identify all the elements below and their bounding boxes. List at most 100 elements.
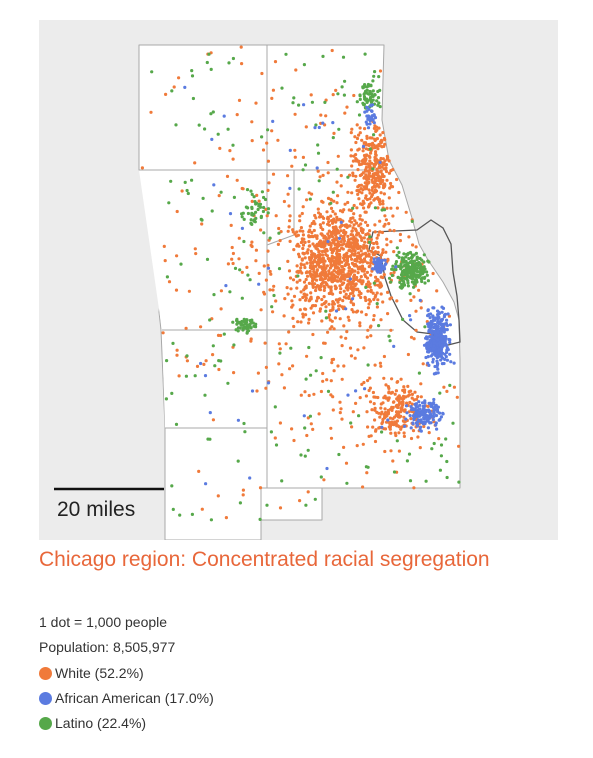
population-dot: [331, 93, 335, 97]
population-dot: [171, 341, 175, 345]
population-dot: [377, 75, 381, 79]
population-dot: [249, 339, 253, 343]
population-dot: [268, 269, 272, 274]
population-dot: [365, 106, 370, 110]
population-dot: [232, 343, 236, 347]
population-dot: [373, 395, 378, 399]
population-dot: [431, 360, 435, 364]
population-dot: [310, 282, 314, 286]
population-dot: [373, 188, 377, 192]
population-dot: [381, 131, 385, 135]
population-dot: [353, 240, 357, 244]
population-dot: [333, 212, 337, 216]
population-dot: [372, 121, 376, 125]
population-dot: [324, 316, 328, 320]
population-dot: [209, 67, 213, 71]
population-dot: [314, 264, 318, 268]
population-dot: [382, 208, 387, 212]
population-dot: [298, 278, 302, 282]
population-dot: [266, 188, 270, 192]
population-dot: [271, 172, 276, 176]
population-dot: [351, 174, 355, 178]
population-dot: [297, 252, 301, 256]
population-dot: [190, 74, 195, 78]
population-dot: [457, 444, 461, 448]
population-dot: [306, 448, 310, 452]
population-dot: [331, 259, 335, 263]
population-dot: [344, 307, 348, 311]
population-dot: [208, 437, 212, 441]
population-dot: [378, 361, 382, 365]
population-dot: [418, 413, 422, 417]
population-dot: [228, 149, 232, 153]
population-dot: [403, 424, 407, 428]
population-dot: [300, 258, 304, 262]
population-dot: [395, 410, 399, 414]
population-dots: [140, 45, 461, 522]
population-dot: [331, 357, 336, 361]
population-dot: [367, 174, 371, 178]
population-dot: [416, 395, 420, 399]
population-dot: [368, 235, 372, 239]
population-dot: [353, 283, 357, 287]
population-dot: [225, 174, 230, 178]
population-dot: [354, 401, 358, 405]
population-dot: [419, 268, 423, 272]
population-dot: [175, 209, 179, 214]
population-dot: [382, 376, 386, 380]
population-dot: [185, 188, 189, 193]
population-dot: [383, 449, 387, 454]
population-dot: [254, 322, 258, 326]
population-dot: [417, 288, 421, 292]
population-dot: [373, 155, 377, 159]
population-dot: [419, 425, 423, 429]
population-dot: [361, 188, 365, 192]
population-dot: [429, 329, 433, 334]
population-dot: [311, 304, 315, 308]
population-dot: [372, 267, 376, 271]
population-dot: [329, 206, 334, 210]
population-dot: [393, 392, 397, 396]
population-dot: [420, 279, 424, 284]
population-dot: [342, 256, 346, 260]
population-dot: [339, 240, 343, 244]
population-dot: [344, 292, 348, 296]
population-dot: [361, 144, 366, 149]
population-dot: [357, 147, 361, 151]
population-dot: [404, 404, 409, 408]
population-dot: [373, 124, 377, 128]
population-dot: [422, 406, 426, 410]
population-dot: [316, 169, 320, 173]
population-dot: [397, 431, 401, 435]
population-dot: [337, 271, 342, 275]
population-dot: [430, 402, 435, 406]
population-dot: [405, 253, 409, 257]
population-dot: [305, 261, 309, 265]
population-dot: [298, 308, 302, 312]
population-dot: [330, 251, 334, 255]
population-dot: [329, 285, 333, 289]
population-dot: [410, 392, 414, 396]
population-dot: [301, 233, 305, 237]
population-dot: [302, 103, 306, 107]
population-dot: [349, 300, 353, 304]
population-dot: [368, 376, 372, 380]
population-dot: [322, 341, 326, 345]
population-dot: [303, 240, 307, 244]
population-dot: [299, 226, 303, 230]
population-dot: [295, 270, 299, 274]
population-dot: [414, 251, 418, 255]
population-dot: [321, 253, 325, 257]
population-dot: [257, 282, 261, 286]
population-dot: [368, 400, 373, 404]
population-dot: [318, 212, 322, 216]
population-dot: [392, 423, 396, 427]
population-dot: [197, 123, 201, 127]
population-dot: [384, 262, 388, 266]
population-dot: [377, 230, 382, 234]
population-dot: [301, 155, 305, 159]
population-dot: [301, 168, 305, 172]
population-dot: [439, 330, 443, 334]
population-dot: [245, 188, 250, 192]
population-dot: [213, 364, 217, 368]
